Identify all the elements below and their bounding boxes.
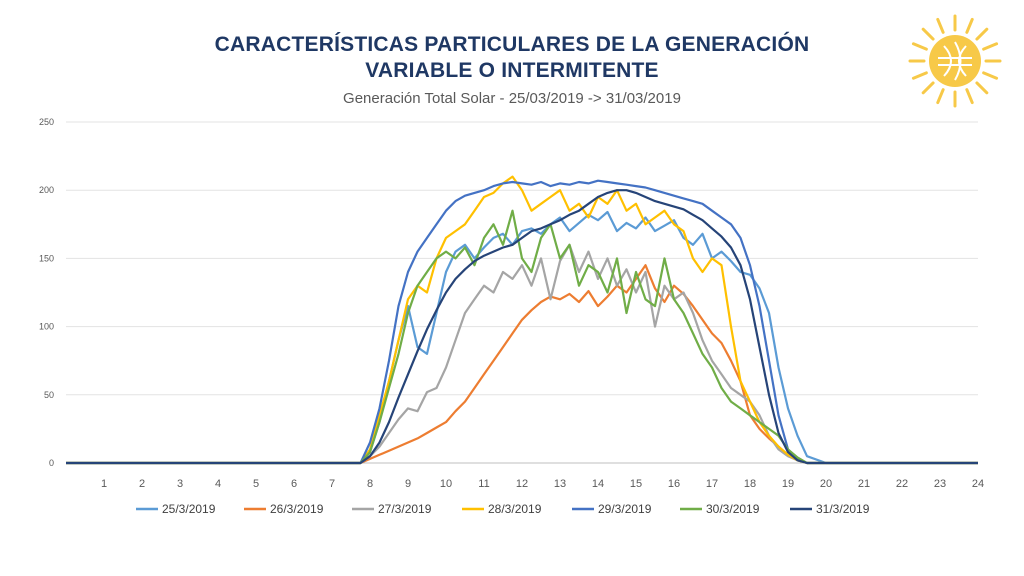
x-tick-label: 12 <box>516 478 528 490</box>
x-tick-label: 22 <box>896 478 908 490</box>
sun-ray <box>921 81 935 95</box>
x-tick-label: 11 <box>478 478 489 490</box>
sun-ray <box>936 88 945 105</box>
sun-ray <box>982 71 999 80</box>
series-line-1 <box>66 210 978 465</box>
x-tick-label: 17 <box>706 478 718 490</box>
x-tick-label: 19 <box>782 478 794 490</box>
x-tick-label: 5 <box>253 478 259 490</box>
sun-ray <box>975 27 989 41</box>
legend-item: 25/3/2019 <box>136 502 216 516</box>
legend-item: 30/3/2019 <box>680 502 760 516</box>
x-tick-label: 16 <box>668 478 680 490</box>
y-tick-label: 0 <box>49 458 54 468</box>
sun-icon <box>908 14 1002 108</box>
x-tick-label: 6 <box>291 478 297 490</box>
y-tick-label: 250 <box>39 117 54 127</box>
legend: 25/3/2019 26/3/2019 27/3/2019 28/3/2019 29/3… <box>136 502 870 516</box>
sun-ray <box>975 81 989 95</box>
slide-title-line2: VARIABLE O INTERMITENTE <box>365 59 659 82</box>
series-line-2 <box>66 264 978 465</box>
x-tick-label: 9 <box>405 478 411 490</box>
x-tick-label: 15 <box>630 478 642 490</box>
sun-ray <box>911 42 928 51</box>
x-tick-label: 20 <box>820 478 832 490</box>
legend-label: 29/3/2019 <box>598 502 652 516</box>
y-tick-label: 100 <box>39 322 54 332</box>
sun-disc <box>929 35 981 87</box>
y-tick-label: 200 <box>39 185 54 195</box>
legend-label: 30/3/2019 <box>706 502 760 516</box>
sun-rays <box>908 14 1002 108</box>
x-tick-label: 10 <box>440 478 452 490</box>
sun-ray <box>921 27 935 41</box>
sun-ray <box>911 71 928 80</box>
legend-label: 28/3/2019 <box>488 502 542 516</box>
series-lines <box>66 175 978 465</box>
sun-ray <box>982 42 999 51</box>
x-tick-label: 4 <box>215 478 221 490</box>
slide-title: CARACTERÍSTICAS PARTICULARES DE LA GENER… <box>200 32 824 84</box>
legend-label: 27/3/2019 <box>378 502 432 516</box>
x-tick-label: 18 <box>744 478 756 490</box>
legend-label: 26/3/2019 <box>270 502 324 516</box>
x-tick-label: 1 <box>101 478 107 490</box>
x-tick-label: 8 <box>367 478 373 490</box>
x-tick-label: 23 <box>934 478 946 490</box>
legend-label: 25/3/2019 <box>162 502 216 516</box>
x-tick-label: 3 <box>177 478 183 490</box>
sun-ray <box>965 17 974 34</box>
series-line-3 <box>66 243 978 465</box>
y-axis-ticks: 0 50 100 150 200 250 <box>39 117 54 468</box>
sun-disc-pattern <box>938 41 972 81</box>
legend-item: 27/3/2019 <box>352 502 432 516</box>
x-tick-label: 14 <box>592 478 604 490</box>
slide-title-line1: CARACTERÍSTICAS PARTICULARES DE LA GENER… <box>214 33 810 56</box>
legend-item: 28/3/2019 <box>462 502 542 516</box>
legend-label: 31/3/2019 <box>816 502 870 516</box>
x-tick-label: 21 <box>858 478 870 490</box>
x-tick-label: 7 <box>329 478 335 490</box>
legend-item: 31/3/2019 <box>790 502 870 516</box>
y-tick-label: 50 <box>44 390 54 400</box>
series-line-6 <box>66 209 978 465</box>
series-line-5 <box>66 179 978 465</box>
legend-item: 26/3/2019 <box>244 502 324 516</box>
chart-subtitle: Generación Total Solar - 25/03/2019 -> 3… <box>343 90 681 107</box>
x-axis-ticks: 1 2 3 4 5 6 7 8 9 10 11 12 13 14 15 16 17 18 19 20 21 22 23 24 <box>101 478 984 490</box>
x-tick-label: 2 <box>139 478 145 490</box>
sun-ray <box>965 88 974 105</box>
x-tick-label: 13 <box>554 478 566 490</box>
legend-item: 29/3/2019 <box>572 502 652 516</box>
grid <box>66 121 978 464</box>
sun-ray <box>936 17 945 34</box>
x-tick-label: 24 <box>972 478 984 490</box>
series-line-7 <box>66 189 978 465</box>
y-tick-label: 150 <box>39 253 54 263</box>
